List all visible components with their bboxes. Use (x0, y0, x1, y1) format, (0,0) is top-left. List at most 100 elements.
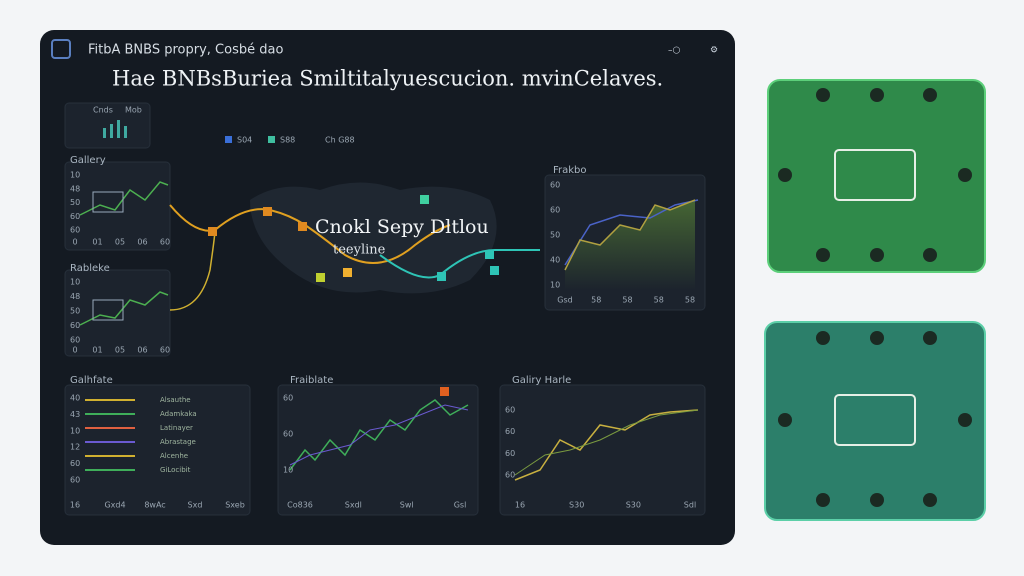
area (565, 200, 695, 290)
x-tick-label: 0 (72, 346, 77, 355)
y-tick-label: 10 (550, 281, 560, 290)
x-tick-label: Sxeb (225, 501, 245, 510)
row-label: Latinayer (160, 424, 193, 432)
y-tick-label: 60 (70, 476, 80, 485)
line (289, 399, 469, 471)
legend-swatch (268, 136, 275, 143)
y-tick-label: 60 (550, 206, 560, 215)
y-tick-label: 40 (70, 394, 80, 403)
x-tick-label: 58 (685, 296, 695, 305)
chip-icon (92, 191, 124, 213)
legend-label: Ch G88 (325, 136, 355, 145)
y-tick-label: 60 (283, 430, 293, 439)
panel (64, 269, 171, 357)
map-title: Cnokl Sepy Dltlou (315, 216, 489, 238)
y-tick-label: 60 (550, 181, 560, 190)
flow-line (169, 229, 216, 311)
panel (499, 384, 706, 516)
title: Hae BNBsBuriea Smiltitalyuescucion. mvin… (112, 67, 663, 91)
x-tick-label: 60 (160, 238, 170, 247)
chip-icon (92, 299, 124, 321)
mini-bars (103, 120, 127, 138)
x-tick-label: 58 (654, 296, 664, 305)
y-tick-label: 10 (283, 466, 293, 475)
chip-card[interactable] (764, 321, 986, 521)
x-tick-label: 06 (137, 346, 147, 355)
mini-label: Cnds (93, 106, 113, 115)
marker (440, 387, 449, 396)
y-tick-label: 40 (550, 256, 560, 265)
panel-title: Galiry Harle (512, 375, 571, 386)
map-subtitle: teeyline (333, 243, 386, 258)
sparkline (79, 181, 169, 216)
y-tick-label: 10 (70, 426, 80, 435)
x-tick-label: Sdl (684, 501, 696, 510)
chip-icon (834, 394, 916, 446)
x-tick-label: 05 (115, 346, 125, 355)
line (564, 199, 699, 266)
x-tick-label: Swl (400, 501, 414, 510)
x-tick-label: 58 (591, 296, 601, 305)
x-tick-label: 58 (622, 296, 632, 305)
panel (64, 384, 251, 516)
line (289, 404, 469, 466)
x-tick-label: 05 (115, 238, 125, 247)
x-tick-label: Gsl (454, 501, 467, 510)
y-tick-label: 50 (70, 307, 80, 316)
x-tick-label: Sxdl (345, 501, 362, 510)
y-tick-label: 50 (70, 198, 80, 207)
minimize[interactable]: –○ (668, 46, 681, 56)
x-tick-label: 01 (92, 346, 102, 355)
x-tick-label: Gsd (557, 296, 572, 305)
logo[interactable] (51, 39, 71, 59)
x-tick-label: Sxd (188, 501, 203, 510)
mini-widget (64, 102, 151, 149)
x-tick-label: S30 (626, 501, 641, 510)
y-tick-label: 12 (70, 443, 80, 452)
y-tick-label: 50 (550, 231, 560, 240)
line (564, 199, 696, 271)
x-tick-label: 60 (160, 346, 170, 355)
y-tick-label: 60 (505, 406, 515, 415)
chip-card[interactable] (767, 79, 986, 273)
app-name: FitbA BNBS propry, Cosbé dao (88, 43, 283, 58)
y-tick-label: 43 (70, 410, 80, 419)
sparkline (79, 291, 169, 326)
row-label: Adamkaka (160, 410, 197, 418)
y-tick-label: 48 (70, 184, 80, 193)
x-tick-label: 01 (92, 238, 102, 247)
y-tick-label: 60 (505, 427, 515, 436)
y-tick-label: 60 (70, 336, 80, 345)
legend-label: S04 (237, 136, 252, 145)
panel-title: Gallery (70, 155, 106, 166)
x-tick-label: 16 (70, 501, 80, 510)
y-tick-label: 48 (70, 292, 80, 301)
legend-label: S88 (280, 136, 295, 145)
panel (277, 384, 479, 516)
row-label: GiLocibit (160, 466, 191, 474)
y-tick-label: 60 (70, 321, 80, 330)
row-label: Alsauthe (160, 396, 191, 404)
y-tick-label: 10 (70, 278, 80, 287)
line (514, 409, 699, 476)
settings[interactable]: ⚙ (710, 46, 718, 56)
panel-title: Galhfate (70, 375, 113, 386)
x-tick-label: S30 (569, 501, 584, 510)
y-tick-label: 60 (505, 471, 515, 480)
y-tick-label: 60 (505, 449, 515, 458)
x-tick-label: Co836 (287, 501, 313, 510)
chip-icon (834, 149, 916, 201)
panel-title: Frakbo (553, 165, 587, 176)
y-tick-label: 60 (70, 459, 80, 468)
panel-title: Rableke (70, 263, 110, 274)
world-map (250, 182, 497, 294)
y-tick-label: 60 (70, 226, 80, 235)
row-label: Abrastage (160, 438, 196, 446)
panel-title: Fraiblate (290, 375, 333, 386)
legend-swatch (225, 136, 232, 143)
mini-label: Mob (125, 106, 142, 115)
x-tick-label: 8wAc (144, 501, 165, 510)
